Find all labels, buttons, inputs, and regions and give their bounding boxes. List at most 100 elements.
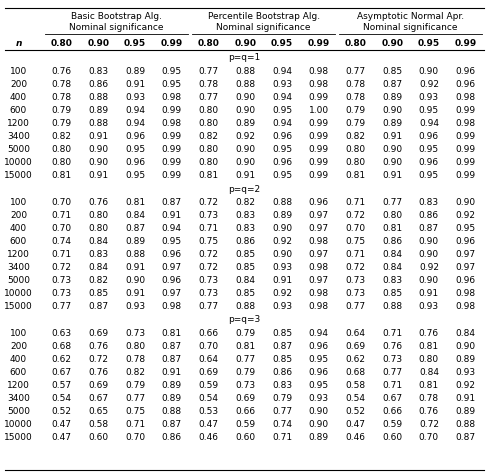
Text: 15000: 15000 bbox=[4, 302, 33, 311]
Text: 0.77: 0.77 bbox=[235, 355, 255, 364]
Text: 0.91: 0.91 bbox=[125, 289, 145, 298]
Text: 0.99: 0.99 bbox=[455, 158, 475, 167]
Text: 0.83: 0.83 bbox=[88, 250, 108, 259]
Text: 0.94: 0.94 bbox=[418, 119, 438, 128]
Text: 0.90: 0.90 bbox=[380, 38, 402, 48]
Text: 0.64: 0.64 bbox=[198, 355, 218, 364]
Text: 0.69: 0.69 bbox=[88, 381, 108, 390]
Text: 0.90: 0.90 bbox=[271, 250, 291, 259]
Text: 0.86: 0.86 bbox=[381, 237, 402, 246]
Text: 200: 200 bbox=[10, 80, 27, 89]
Text: 0.95: 0.95 bbox=[271, 171, 291, 180]
Text: 5000: 5000 bbox=[7, 407, 30, 416]
Text: 0.72: 0.72 bbox=[198, 250, 218, 259]
Text: 0.96: 0.96 bbox=[308, 368, 328, 377]
Text: 0.77: 0.77 bbox=[381, 368, 402, 377]
Text: 0.73: 0.73 bbox=[51, 276, 71, 285]
Text: 0.83: 0.83 bbox=[418, 198, 438, 207]
Text: 0.98: 0.98 bbox=[162, 93, 182, 102]
Text: 0.95: 0.95 bbox=[125, 145, 145, 154]
Text: 0.67: 0.67 bbox=[381, 394, 402, 403]
Text: 0.96: 0.96 bbox=[308, 198, 328, 207]
Text: 0.99: 0.99 bbox=[162, 106, 182, 115]
Text: 0.73: 0.73 bbox=[198, 289, 218, 298]
Text: 0.95: 0.95 bbox=[418, 171, 438, 180]
Text: 0.85: 0.85 bbox=[235, 250, 255, 259]
Text: 0.87: 0.87 bbox=[88, 302, 108, 311]
Text: 0.97: 0.97 bbox=[308, 224, 328, 233]
Text: 0.98: 0.98 bbox=[455, 93, 475, 102]
Text: 0.80: 0.80 bbox=[198, 145, 218, 154]
Text: 0.87: 0.87 bbox=[162, 420, 182, 429]
Text: 0.92: 0.92 bbox=[271, 289, 291, 298]
Text: 0.85: 0.85 bbox=[381, 67, 402, 76]
Text: 200: 200 bbox=[10, 342, 27, 351]
Text: 0.83: 0.83 bbox=[381, 276, 402, 285]
Text: 0.95: 0.95 bbox=[162, 237, 182, 246]
Text: 0.81: 0.81 bbox=[235, 342, 255, 351]
Text: 0.85: 0.85 bbox=[88, 289, 108, 298]
Text: 0.98: 0.98 bbox=[308, 263, 328, 272]
Text: 0.87: 0.87 bbox=[125, 224, 145, 233]
Text: 0.69: 0.69 bbox=[345, 342, 365, 351]
Text: 0.90: 0.90 bbox=[87, 38, 109, 48]
Text: 1200: 1200 bbox=[7, 381, 30, 390]
Text: 0.85: 0.85 bbox=[381, 289, 402, 298]
Text: 0.94: 0.94 bbox=[308, 329, 328, 338]
Text: 100: 100 bbox=[10, 198, 27, 207]
Text: 0.94: 0.94 bbox=[271, 119, 291, 128]
Text: 0.71: 0.71 bbox=[125, 420, 145, 429]
Text: 100: 100 bbox=[10, 67, 27, 76]
Text: 0.99: 0.99 bbox=[308, 145, 328, 154]
Text: Asymptotic Normal Apr.
Nominal significance: Asymptotic Normal Apr. Nominal significa… bbox=[356, 12, 463, 32]
Text: 0.62: 0.62 bbox=[345, 355, 365, 364]
Text: 0.67: 0.67 bbox=[51, 368, 71, 377]
Text: 0.95: 0.95 bbox=[418, 145, 438, 154]
Text: 0.93: 0.93 bbox=[125, 93, 145, 102]
Text: 0.78: 0.78 bbox=[125, 355, 145, 364]
Text: 0.95: 0.95 bbox=[308, 355, 328, 364]
Text: 0.80: 0.80 bbox=[198, 158, 218, 167]
Text: 3400: 3400 bbox=[7, 132, 30, 141]
Text: 0.71: 0.71 bbox=[198, 224, 218, 233]
Text: 0.57: 0.57 bbox=[51, 381, 71, 390]
Text: 0.72: 0.72 bbox=[88, 355, 108, 364]
Text: 0.98: 0.98 bbox=[455, 119, 475, 128]
Text: 0.87: 0.87 bbox=[271, 342, 291, 351]
Text: 0.76: 0.76 bbox=[418, 407, 438, 416]
Text: 0.80: 0.80 bbox=[198, 106, 218, 115]
Text: 0.91: 0.91 bbox=[162, 211, 182, 220]
Text: 0.69: 0.69 bbox=[88, 329, 108, 338]
Text: 0.96: 0.96 bbox=[125, 158, 145, 167]
Text: 0.59: 0.59 bbox=[198, 381, 218, 390]
Text: 0.73: 0.73 bbox=[345, 289, 365, 298]
Text: 400: 400 bbox=[10, 355, 27, 364]
Text: 0.73: 0.73 bbox=[381, 355, 402, 364]
Text: 0.71: 0.71 bbox=[51, 211, 71, 220]
Text: 0.88: 0.88 bbox=[235, 67, 255, 76]
Text: 0.46: 0.46 bbox=[198, 433, 218, 442]
Text: 0.99: 0.99 bbox=[162, 158, 182, 167]
Text: 0.52: 0.52 bbox=[345, 407, 365, 416]
Text: 0.73: 0.73 bbox=[125, 329, 145, 338]
Text: 0.68: 0.68 bbox=[51, 342, 71, 351]
Text: 0.97: 0.97 bbox=[308, 211, 328, 220]
Text: 0.88: 0.88 bbox=[235, 80, 255, 89]
Text: Percentile Bootstrap Alg.
Nominal significance: Percentile Bootstrap Alg. Nominal signif… bbox=[207, 12, 319, 32]
Text: 0.95: 0.95 bbox=[417, 38, 439, 48]
Text: 0.84: 0.84 bbox=[455, 329, 475, 338]
Text: 0.89: 0.89 bbox=[308, 433, 328, 442]
Text: 0.99: 0.99 bbox=[455, 106, 475, 115]
Text: 0.80: 0.80 bbox=[125, 342, 145, 351]
Text: 0.95: 0.95 bbox=[125, 171, 145, 180]
Text: 0.65: 0.65 bbox=[88, 407, 108, 416]
Text: 0.99: 0.99 bbox=[455, 132, 475, 141]
Text: 0.69: 0.69 bbox=[198, 368, 218, 377]
Text: 0.93: 0.93 bbox=[418, 302, 438, 311]
Text: 0.54: 0.54 bbox=[198, 394, 218, 403]
Text: 0.99: 0.99 bbox=[308, 158, 328, 167]
Text: 0.90: 0.90 bbox=[381, 106, 402, 115]
Text: 0.80: 0.80 bbox=[88, 211, 108, 220]
Text: 0.73: 0.73 bbox=[235, 381, 255, 390]
Text: 0.86: 0.86 bbox=[162, 433, 182, 442]
